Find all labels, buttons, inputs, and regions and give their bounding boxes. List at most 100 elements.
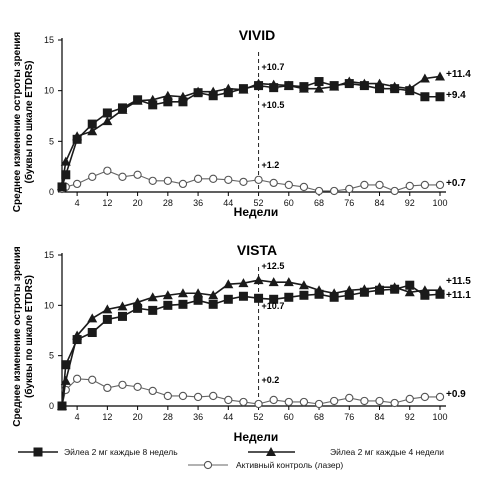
data-point-square: [254, 293, 264, 303]
data-point-triangle: [117, 104, 128, 114]
data-point-triangle: [419, 73, 430, 83]
x-tick-label: 76: [344, 412, 354, 422]
series-line-circle: [61, 170, 440, 192]
end-value-label: +9.4: [446, 90, 466, 101]
data-point-circle: [390, 398, 399, 408]
data-point-triangle: [298, 280, 309, 290]
data-point-circle: [375, 180, 384, 190]
data-point-triangle: [238, 84, 249, 94]
x-tick-label: 4: [75, 412, 80, 422]
series-line-square: [61, 80, 440, 188]
data-point-square: [178, 299, 188, 309]
data-point-circle: [193, 392, 203, 402]
data-point-triangle: [208, 290, 219, 300]
x-tick-label: 28: [163, 412, 173, 422]
legend: Эйлеа 2 мг каждые 8 недель Эйлеа 2 мг каж…: [18, 447, 444, 470]
data-point-triangle: [72, 131, 83, 141]
data-point-square: [420, 290, 430, 300]
data-point-circle: [118, 380, 127, 390]
x-tick-label: 84: [375, 198, 385, 208]
data-point-triangle: [132, 95, 143, 105]
series-triangle: [57, 275, 445, 410]
x-axis-label: Недели: [234, 430, 279, 444]
y-tick-label: 0: [49, 401, 54, 411]
x-tick-label: 60: [284, 198, 294, 208]
data-point-triangle: [102, 304, 113, 314]
data-point-triangle: [344, 285, 355, 295]
chart-panel-vivid: VIVID 0 5 10 15 4 12 20 28 36 44 52 60 68 76 84 92 100 Нед…: [12, 27, 471, 219]
data-point-triangle: [374, 78, 385, 88]
data-point-square: [405, 280, 415, 290]
data-point-triangle: [102, 116, 113, 126]
data-point-triangle: [87, 126, 98, 136]
x-tick-label: 92: [405, 412, 415, 422]
data-point-triangle: [298, 83, 309, 93]
data-point-triangle: [253, 275, 264, 285]
data-point-triangle: [223, 83, 234, 93]
data-point-triangle: [177, 91, 188, 101]
data-point-square: [61, 170, 71, 180]
legend-label: Активный контроль (лазер): [236, 460, 343, 470]
legend-label: Эйлеа 2 мг каждые 4 недели: [330, 447, 444, 457]
x-tick-label: 60: [284, 412, 294, 422]
data-point-square: [284, 292, 294, 302]
data-point-square: [72, 335, 82, 345]
data-point-circle: [239, 177, 248, 187]
x-tick-label: 12: [102, 412, 112, 422]
data-point-square: [178, 97, 188, 107]
x-tick-label: 84: [375, 412, 385, 422]
data-point-square: [148, 100, 158, 110]
x-tick-label: 44: [223, 198, 233, 208]
x-tick-label: 68: [314, 198, 324, 208]
data-point-circle: [345, 393, 354, 403]
data-point-circle: [133, 382, 142, 392]
annotation-label: +1.2: [262, 160, 280, 170]
end-value-label: +0.7: [446, 178, 466, 189]
x-tick-label: 4: [75, 198, 80, 208]
data-point-square: [329, 292, 339, 302]
data-point-circle: [330, 396, 339, 406]
x-tick-label: 68: [314, 412, 324, 422]
data-point-square: [133, 303, 143, 313]
end-value-label: +11.1: [446, 290, 471, 301]
data-point-circle: [254, 399, 263, 409]
data-point-square: [344, 290, 354, 300]
data-point-circle: [299, 182, 309, 192]
data-point-square: [193, 295, 203, 305]
end-value-label: +11.4: [446, 69, 471, 80]
data-point-circle: [148, 386, 157, 396]
data-point-circle: [88, 375, 97, 384]
legend-marker-triangle: [266, 447, 276, 456]
data-point-circle: [405, 181, 414, 191]
data-point-circle: [314, 186, 324, 196]
data-point-triangle: [268, 79, 279, 89]
data-point-triangle: [314, 285, 325, 295]
y-tick-label: 15: [44, 250, 54, 260]
data-point-circle: [72, 374, 82, 383]
data-point-square: [117, 311, 127, 321]
data-point-square: [61, 360, 71, 370]
x-tick-label: 44: [223, 412, 233, 422]
data-point-circle: [224, 395, 233, 405]
data-point-triangle: [132, 297, 143, 307]
data-point-square: [223, 294, 233, 304]
data-point-triangle: [374, 282, 385, 292]
data-point-square: [435, 289, 445, 299]
data-point-triangle: [72, 330, 83, 340]
data-point-triangle: [435, 71, 445, 81]
y-tick-label: 5: [49, 351, 54, 361]
data-point-circle: [178, 179, 188, 189]
data-point-circle: [178, 391, 188, 401]
end-value-label: +11.5: [446, 276, 471, 287]
data-point-circle: [209, 391, 218, 401]
x-tick-label: 20: [133, 412, 143, 422]
series-circle: [57, 374, 445, 411]
x-tick-label: 20: [133, 198, 143, 208]
data-point-triangle: [162, 290, 173, 300]
data-point-triangle: [435, 285, 445, 295]
data-point-square: [208, 299, 218, 309]
data-point-circle: [420, 180, 430, 190]
data-point-circle: [435, 180, 445, 190]
data-point-triangle: [283, 80, 294, 90]
data-point-circle: [284, 397, 293, 407]
